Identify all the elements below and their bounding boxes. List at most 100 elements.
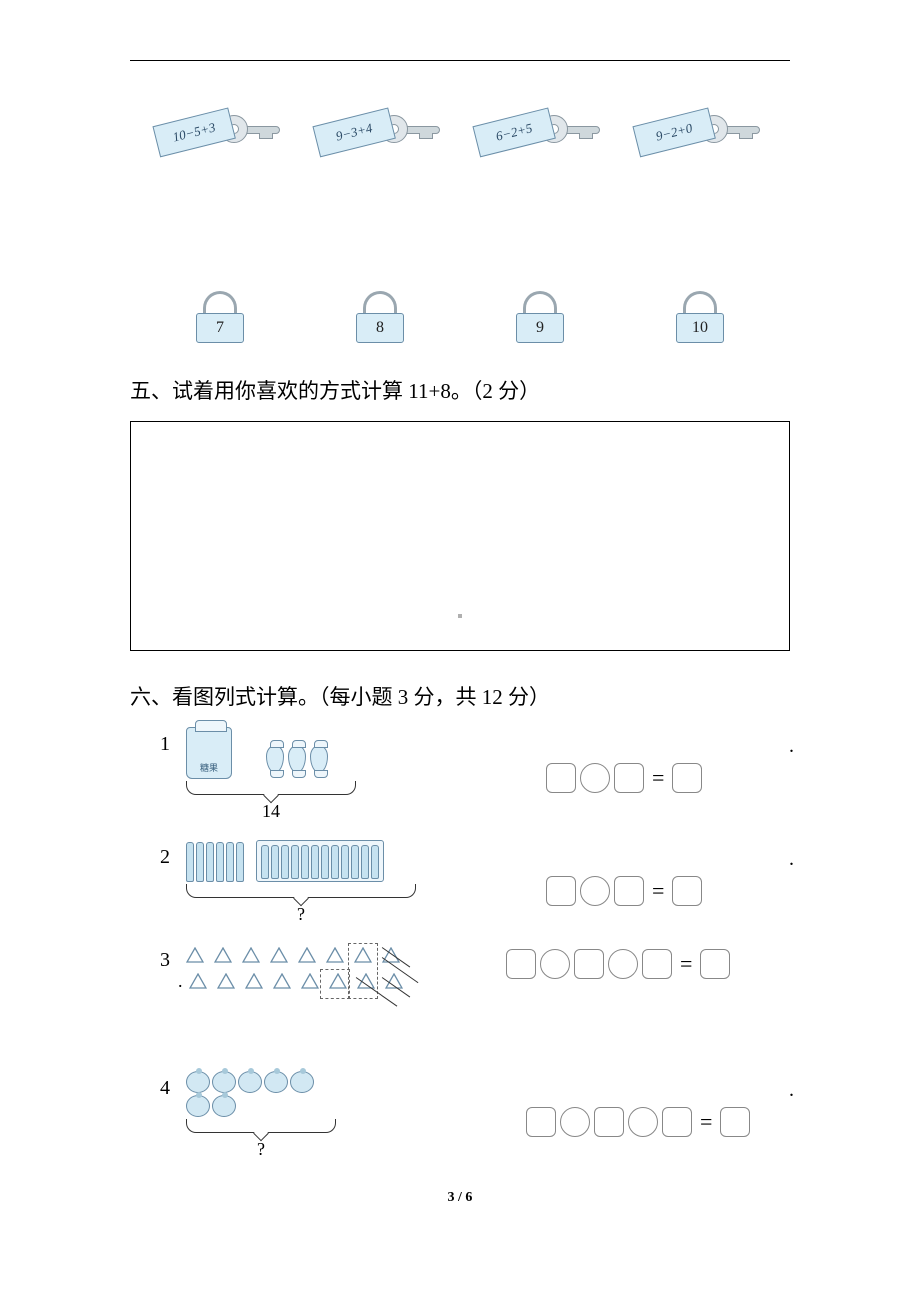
lock-item: 7 (190, 291, 250, 343)
key-tag: 9−2+0 (632, 107, 715, 157)
berry-icon (212, 1071, 236, 1093)
answer-box[interactable] (662, 1107, 692, 1137)
crayon-box-group (256, 840, 384, 882)
problem-3-figure: . (186, 943, 486, 992)
equation-area[interactable]: = (486, 1071, 790, 1141)
crayon-icon (281, 845, 289, 879)
answer-box[interactable] (594, 1107, 624, 1137)
berry-cluster (186, 1071, 326, 1117)
berry-icon (290, 1071, 314, 1093)
triangle-icon (186, 947, 204, 963)
crayon-icon (341, 845, 349, 879)
answer-box[interactable] (546, 876, 576, 906)
answer-box[interactable] (720, 1107, 750, 1137)
answer-box[interactable] (546, 763, 576, 793)
key-tag: 10−5+3 (152, 107, 235, 157)
equation-area[interactable]: = (486, 727, 790, 797)
answer-box[interactable] (672, 763, 702, 793)
crayon-icon (361, 845, 369, 879)
candy-bag-label: 糖果 (187, 761, 231, 774)
crayon-icon (236, 842, 244, 882)
crayon-icon (216, 842, 224, 882)
dashed-box (320, 969, 350, 999)
crayon-loose-group (186, 842, 244, 882)
problem-number: 3 (160, 943, 186, 972)
triangle-icon (217, 973, 235, 989)
candy-icon (266, 745, 284, 773)
answer-box[interactable] (700, 949, 730, 979)
answer-box[interactable] (614, 876, 644, 906)
work-box[interactable] (130, 421, 790, 651)
problem-number: 4 (160, 1071, 186, 1100)
operator-circle[interactable] (580, 763, 610, 793)
answer-box[interactable] (672, 876, 702, 906)
key-item: 10−5+3 (150, 101, 290, 161)
triangle-icon (301, 973, 319, 989)
section-5-heading: 五、试着用你喜欢的方式计算 11+8。（2 分） (130, 373, 790, 411)
problem-2-figure: ? (186, 840, 486, 925)
crayon-icon (206, 842, 214, 882)
triangle-icon (214, 947, 232, 963)
worksheet-page: 10−5+3 9−3+4 6−2+5 9−2+0 7 8 (0, 0, 920, 1246)
answer-box[interactable] (642, 949, 672, 979)
candy-bag-icon: 糖果 (186, 727, 232, 779)
triangle-icon (245, 973, 263, 989)
berry-icon (264, 1071, 288, 1093)
crayon-icon (186, 842, 194, 882)
lock-body: 7 (196, 313, 244, 343)
crayon-icon (301, 845, 309, 879)
lock-item: 10 (670, 291, 730, 343)
problem-3: 3 . (160, 943, 790, 1013)
problem-2: 2 ? = . (160, 840, 790, 925)
locks-row: 7 8 9 10 (190, 291, 730, 343)
lock-body: 10 (676, 313, 724, 343)
equation-area[interactable]: = (486, 840, 790, 910)
answer-box[interactable] (506, 949, 536, 979)
trailing-dot: . (789, 735, 794, 758)
crayon-icon (321, 845, 329, 879)
operator-circle[interactable] (560, 1107, 590, 1137)
lock-body: 8 (356, 313, 404, 343)
problem-number: 1 (160, 727, 186, 756)
answer-box[interactable] (614, 763, 644, 793)
operator-circle[interactable] (540, 949, 570, 979)
crayon-icon (371, 845, 379, 879)
triangle-icon (270, 947, 288, 963)
brace-icon (186, 781, 356, 795)
crayon-icon (291, 845, 299, 879)
lock-shackle (683, 291, 717, 313)
lock-shackle (363, 291, 397, 313)
answer-box[interactable] (574, 949, 604, 979)
key-item: 9−3+4 (310, 101, 450, 161)
triangle-icon (298, 947, 316, 963)
crayon-icon (351, 845, 359, 879)
equals-sign: = (676, 951, 696, 977)
operator-circle[interactable] (628, 1107, 658, 1137)
trailing-dot: . (789, 1079, 794, 1102)
crayon-icon (261, 845, 269, 879)
berry-icon (186, 1071, 210, 1093)
problem-1: 1 糖果 14 = (160, 727, 790, 822)
problem-4-figure: ? (186, 1071, 486, 1160)
key-tag: 9−3+4 (312, 107, 395, 157)
equals-sign: = (696, 1109, 716, 1135)
problems-list: 1 糖果 14 = (160, 727, 790, 1160)
lock-shackle (523, 291, 557, 313)
operator-circle[interactable] (608, 949, 638, 979)
answer-box[interactable] (526, 1107, 556, 1137)
triangle-icon (273, 973, 291, 989)
problem-4: 4 ? = . (160, 1071, 790, 1160)
crayon-icon (311, 845, 319, 879)
brace-label: ? (186, 1139, 336, 1160)
key-item: 6−2+5 (470, 101, 610, 161)
problem-1-figure: 糖果 14 (186, 727, 486, 822)
key-tag: 6−2+5 (472, 107, 555, 157)
crayon-icon (331, 845, 339, 879)
crayon-icon (226, 842, 234, 882)
key-item: 9−2+0 (630, 101, 770, 161)
crayon-icon (196, 842, 204, 882)
operator-circle[interactable] (580, 876, 610, 906)
equation-area[interactable]: = (486, 943, 790, 1013)
triangle-icon (242, 947, 260, 963)
candy-icon (310, 745, 328, 773)
